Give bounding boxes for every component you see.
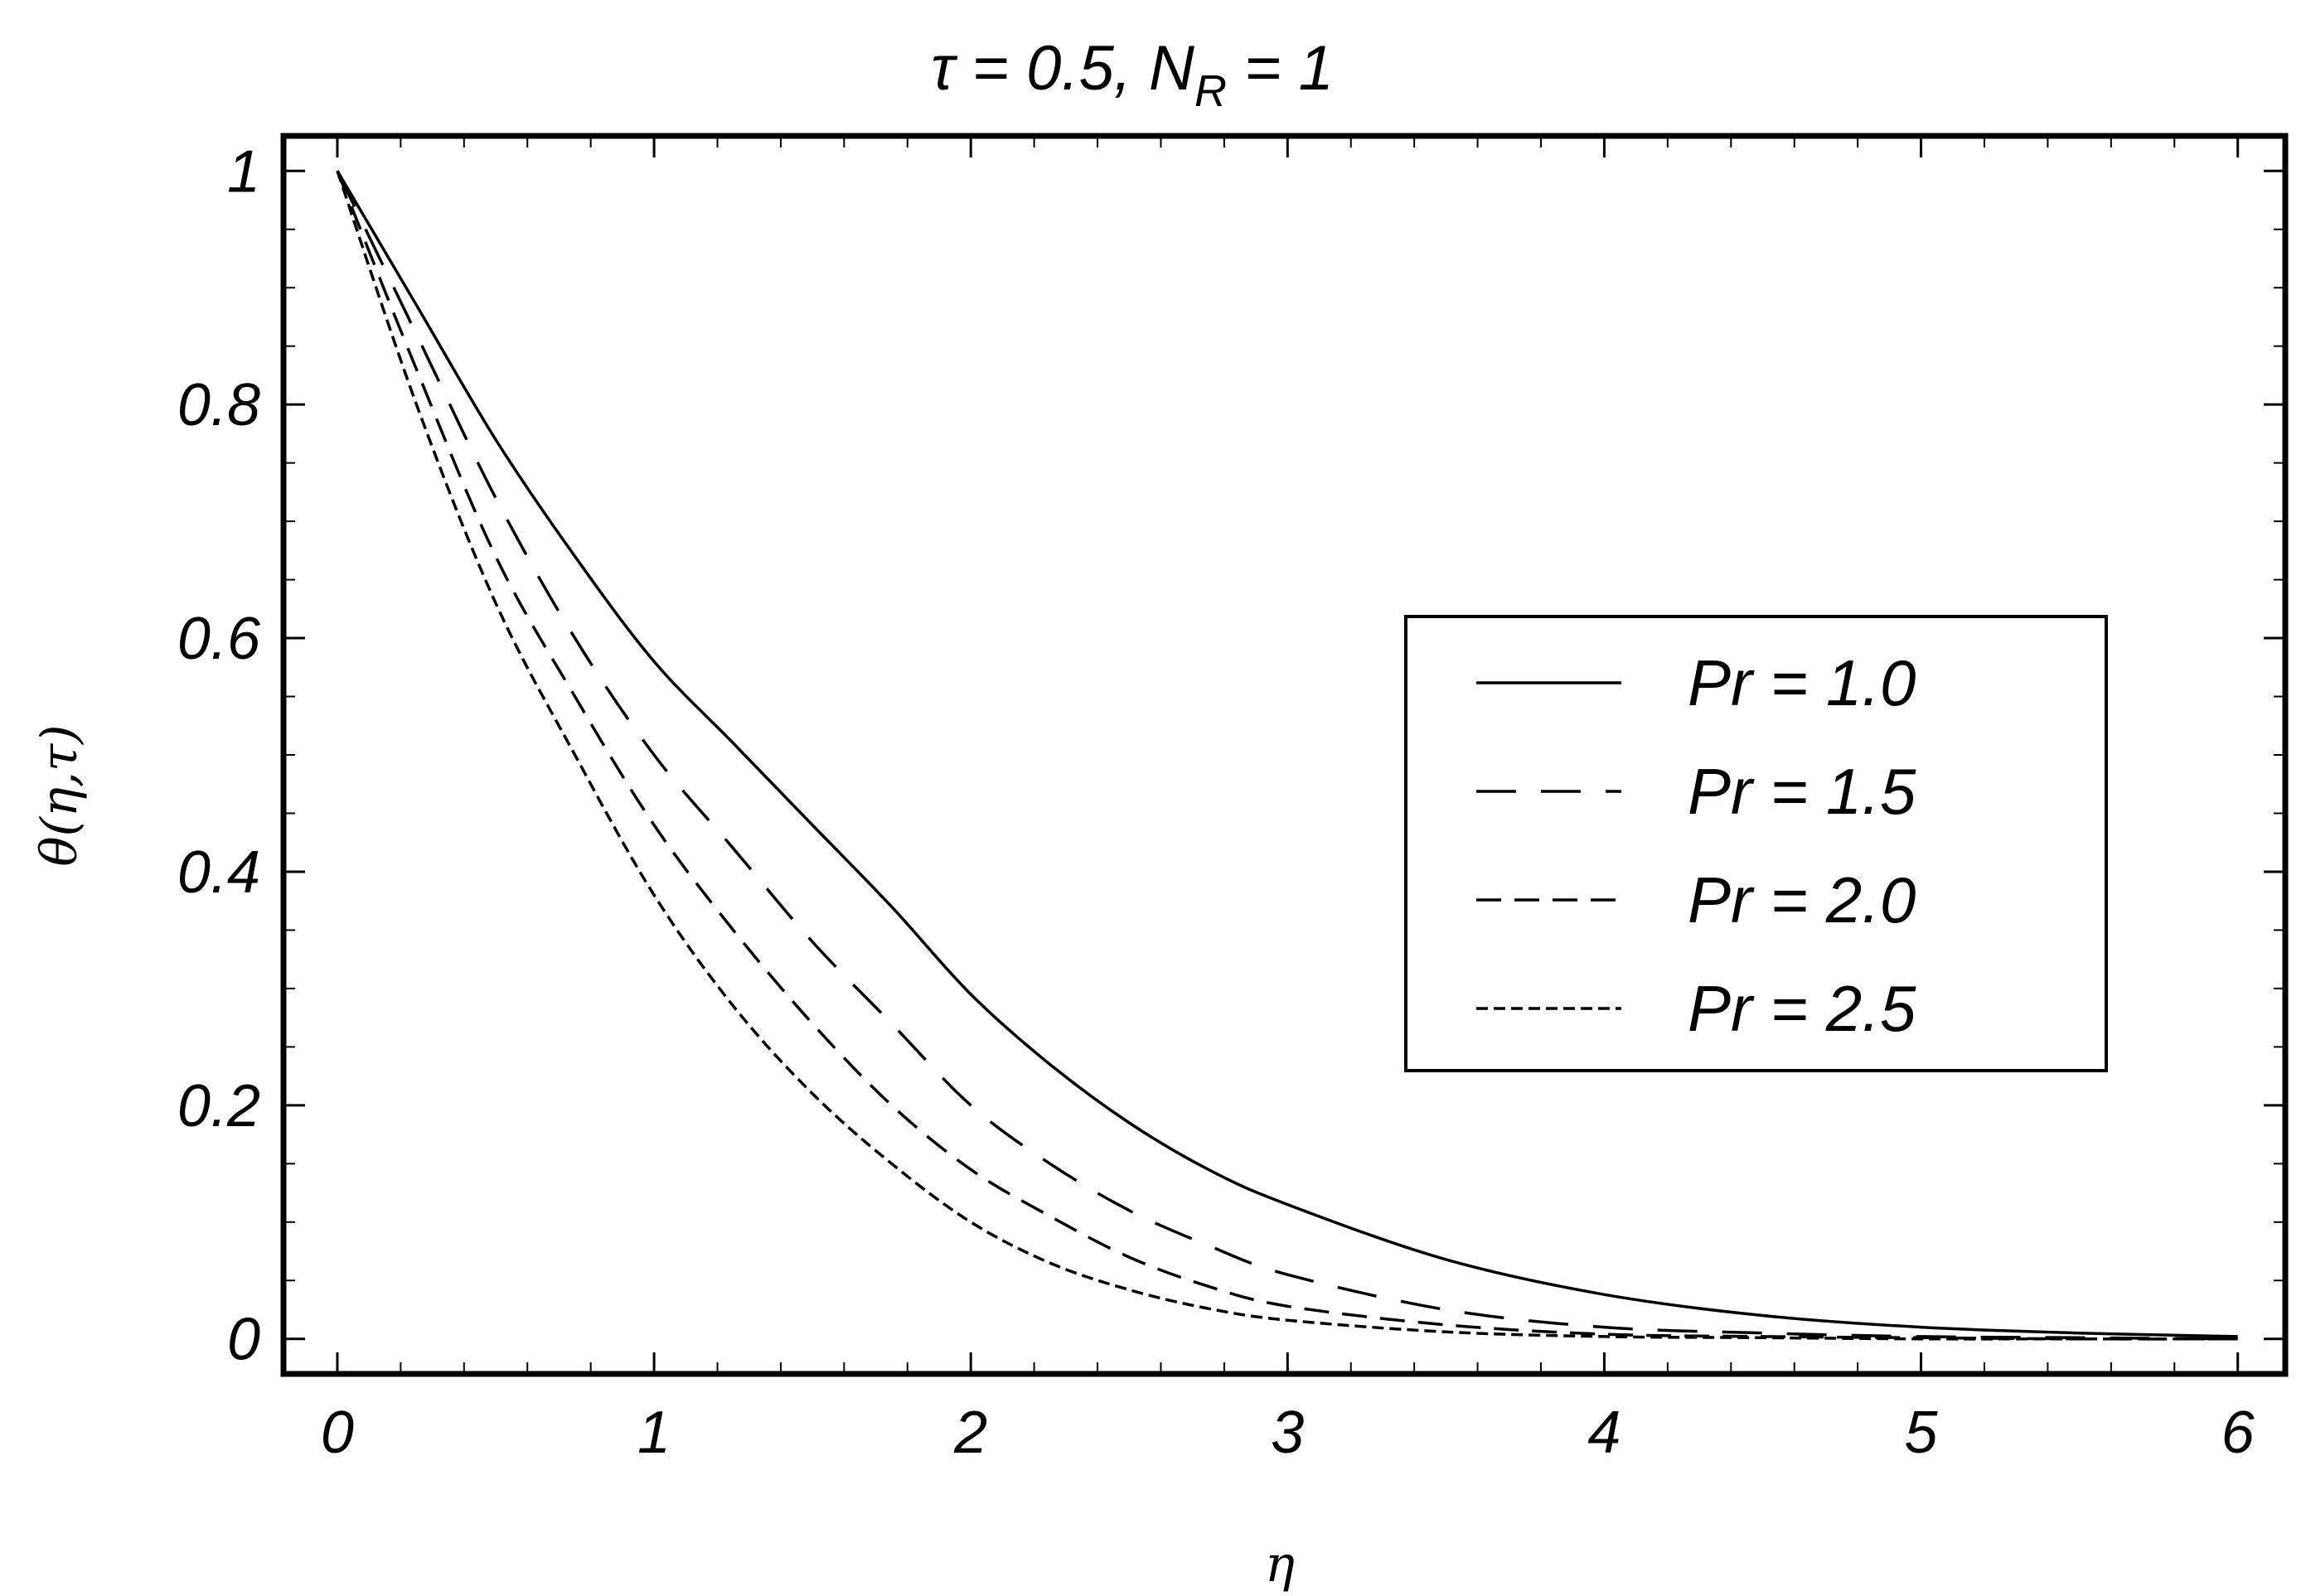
y-tick-label: 0.4 <box>177 839 260 906</box>
y-tick-label: 0 <box>227 1307 260 1373</box>
legend-label-3: Pr = 2.0 <box>1688 863 1916 936</box>
y-tick-label: 0.6 <box>177 606 261 672</box>
x-tick-label: 0 <box>321 1400 354 1466</box>
chart-title-subscript: R <box>1194 66 1227 116</box>
chart-title-main: τ = 0.5, N <box>931 33 1194 104</box>
x-tick-label: 2 <box>953 1400 987 1466</box>
x-tick-label: 4 <box>1587 1400 1620 1466</box>
series-lines <box>336 170 2238 1341</box>
y-tick-label: 0.2 <box>177 1073 260 1139</box>
axis-tick-labels: 0 1 2 3 4 5 6 0 0.2 0.4 0.6 0.8 1 <box>177 138 2255 1466</box>
x-axis-title: η <box>1265 1536 1295 1594</box>
legend: Pr = 1.0 Pr = 1.5 Pr = 2.0 Pr = 2.5 <box>1404 615 2108 1072</box>
series-line-2 <box>336 170 2238 1341</box>
x-tick-label: 3 <box>1271 1400 1304 1466</box>
y-tick-label: 0.8 <box>177 372 260 438</box>
x-tick-label: 5 <box>1905 1400 1939 1466</box>
y-tick-label: 1 <box>227 138 260 205</box>
legend-label-1: Pr = 1.0 <box>1688 646 1916 719</box>
axis-ticks <box>283 136 2285 1374</box>
x-tick-label: 6 <box>2221 1400 2255 1466</box>
legend-label-4: Pr = 2.5 <box>1688 972 1916 1045</box>
series-line-1 <box>336 170 2238 1338</box>
legend-label-2: Pr = 1.5 <box>1688 755 1916 828</box>
x-tick-label: 1 <box>637 1400 671 1466</box>
series-line-4 <box>336 170 2238 1341</box>
chart-title-suffix: = 1 <box>1227 33 1334 104</box>
legend-box <box>1404 615 2108 1072</box>
y-axis-title: θ(η,τ) <box>31 724 89 866</box>
chart-title: τ = 0.5, NR = 1 <box>931 33 1334 116</box>
